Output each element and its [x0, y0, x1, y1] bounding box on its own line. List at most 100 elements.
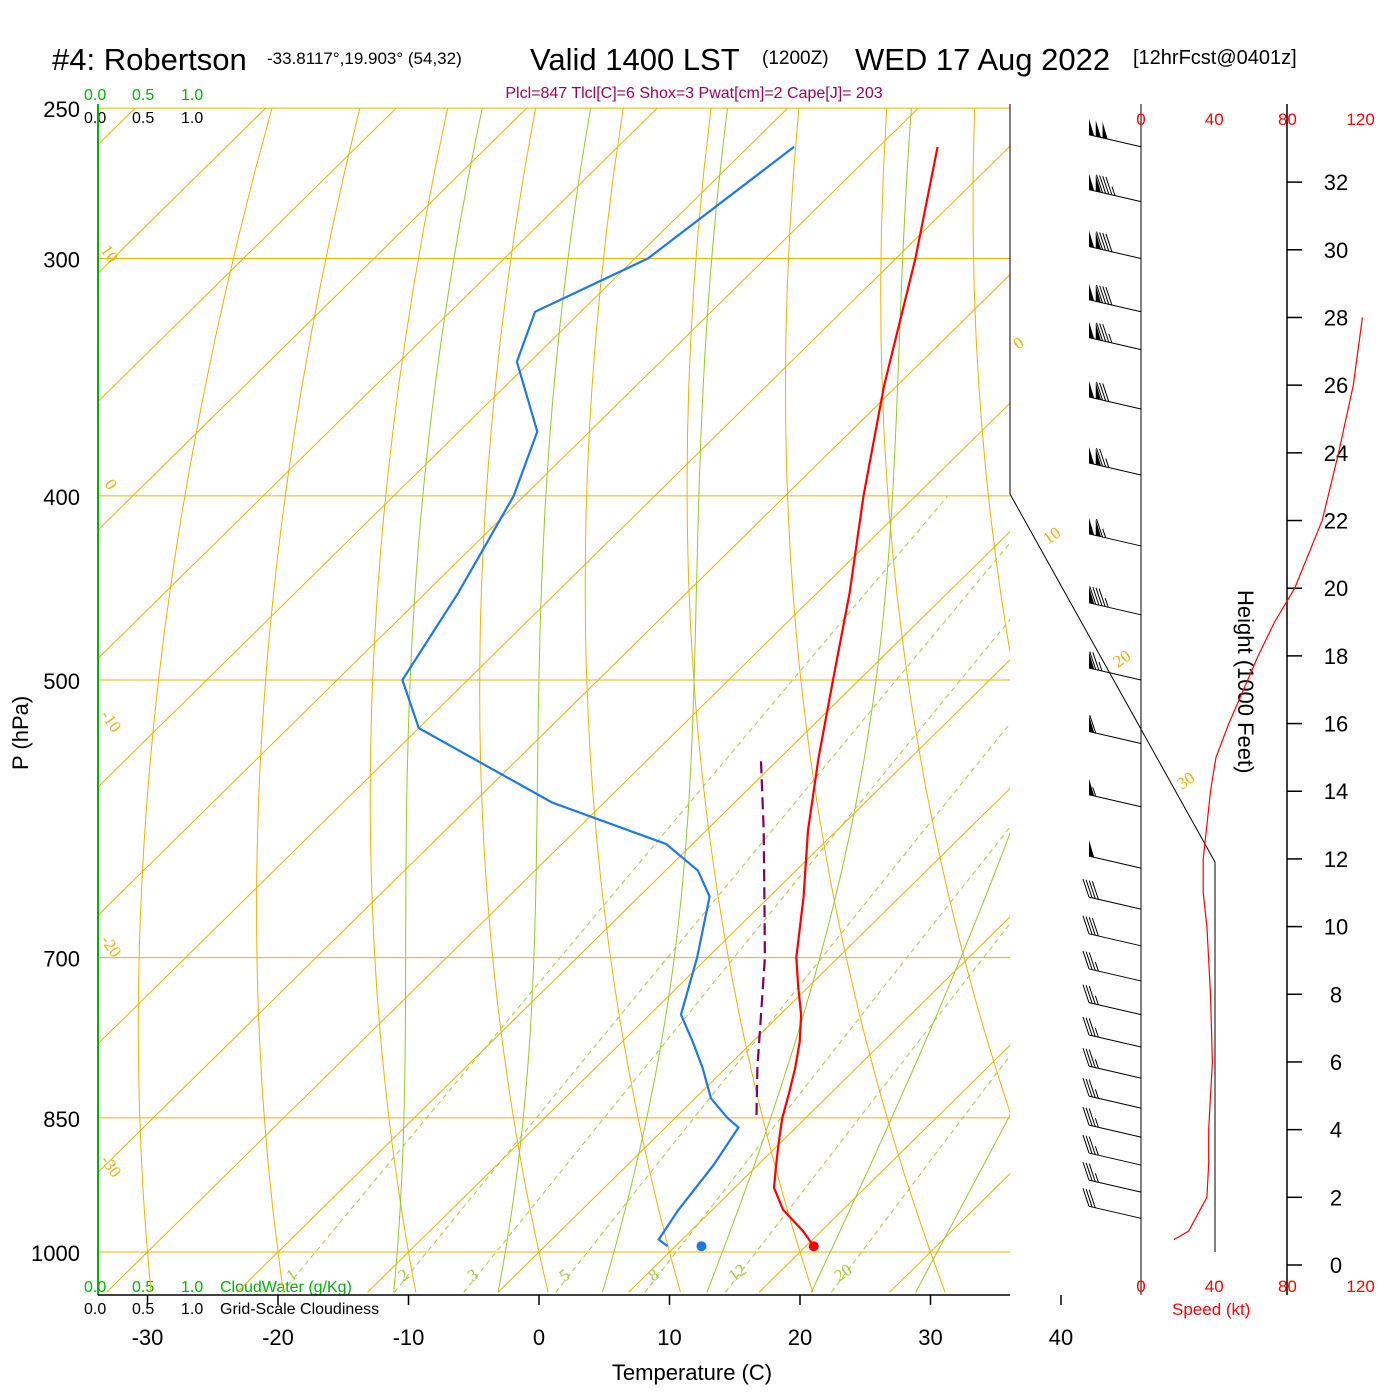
height-tick-label: 0: [1330, 1253, 1342, 1278]
wind-barb-pennant: [1095, 285, 1101, 303]
wind-barb: [1088, 380, 1142, 410]
wind-barb-pennant: [1102, 121, 1108, 140]
isotherm-line: [98, 107, 789, 788]
height-tick-label: 22: [1324, 509, 1348, 534]
wind-speed-line: [1173, 317, 1363, 1241]
sounding-indices: Plcl=847 Tlcl[C]=6 Shox=3 Pwat[cm]=2 Cap…: [505, 85, 882, 102]
cloud-scale-bottom-black-1: 0.5: [132, 1301, 154, 1318]
cloud-scale-top-black-2: 1.0: [181, 110, 203, 127]
wind-barb-flag: [1088, 1108, 1096, 1127]
height-tick-label: 16: [1324, 712, 1348, 737]
wind-barb-flag: [1089, 586, 1097, 605]
wind-barb-flag: [1099, 285, 1107, 304]
utc-time: (1200Z): [762, 48, 829, 69]
wind-barb-flag: [1085, 1188, 1093, 1208]
dewpoint-profile: [401, 145, 795, 1248]
wind-barb-staff: [1088, 1034, 1142, 1048]
y-axis-label: P (hPa): [8, 696, 33, 770]
isotherm-line: [628, 916, 1010, 1293]
wind-barb-flag: [1096, 518, 1103, 538]
speed-tick-label-top: 40: [1205, 110, 1224, 129]
wind-barb-flag: [1088, 1049, 1096, 1068]
pressure-tick-label: 850: [43, 1107, 80, 1132]
wind-barb-flag: [1099, 323, 1107, 342]
wind-barb-flag: [1105, 286, 1113, 306]
wind-barb-flag: [1082, 1188, 1090, 1207]
isotherm-line: [236, 530, 1010, 1293]
wind-barb-staff: [1088, 731, 1142, 745]
wind-barb-flag: [1105, 233, 1113, 252]
dry-adiabat: [686, 108, 814, 1293]
wind-barb-pennant: [1089, 173, 1095, 191]
temperature-axis: -30 -20 -10 0 10 20 30 40: [132, 1295, 1073, 1350]
wind-barb-flag: [1089, 651, 1097, 670]
wind-barb-flag: [1082, 915, 1090, 934]
wind-barb-half-flag: [1094, 1027, 1099, 1038]
cloud-scale-top-green-0: 0.0: [84, 87, 106, 104]
chart-title: #4: Robertson -33.8117°,19.903° (54,32) …: [52, 42, 1297, 77]
wind-barb-half-flag: [1094, 1146, 1099, 1156]
wind-barb-half-flag: [1104, 598, 1109, 608]
wind-barb-half-flag: [1105, 458, 1110, 468]
wind-barb-flag: [1082, 950, 1090, 970]
dry-adiabat: [479, 108, 549, 1293]
height-tick-label: 18: [1324, 644, 1348, 669]
surface-dewpoint-dot: [696, 1241, 707, 1252]
cloud-scale-top-green-1: 0.5: [132, 87, 154, 104]
wind-barb-pennant: [1089, 230, 1095, 248]
wind-barb-pennant: [1089, 321, 1095, 339]
wind-barb: [1082, 878, 1142, 910]
wind-barb-flag: [1085, 1078, 1093, 1098]
mixing-ratio-line: [393, 542, 1010, 1293]
wind-barb-half-flag: [1094, 1118, 1099, 1128]
wind-barb-staff: [1088, 794, 1142, 808]
cloud-scale-top-green-2: 1.0: [181, 87, 203, 104]
height-tick-label: 6: [1330, 1050, 1342, 1075]
surface-temperature-dot: [808, 1241, 819, 1252]
speed-tick-label-bottom: 40: [1205, 1277, 1224, 1296]
mixing-ratio-line: [281, 495, 949, 1293]
wind-barb-flag: [1102, 176, 1110, 195]
height-axis-label: Height (1000 Feet): [1233, 590, 1258, 773]
isotherm-line: [106, 402, 1010, 1293]
wind-barb-pennant: [1089, 715, 1095, 733]
wind-barb-staff: [1088, 602, 1142, 616]
wind-barb-half-flag: [1111, 186, 1116, 196]
dry-adiabat: [1150, 108, 1400, 1292]
wind-barb-flag: [1085, 879, 1093, 899]
isotherm-line: [98, 145, 1010, 1045]
x-axis-label: Temperature (C): [612, 1360, 772, 1385]
wind-barb: [1082, 915, 1142, 947]
wind-barb-staff: [1088, 134, 1142, 148]
isotherm-line: [1151, 108, 1400, 1292]
height-tick-label: 20: [1324, 576, 1348, 601]
speed-axis-label: Speed (kt): [1172, 1300, 1250, 1319]
wind-barb-flag: [1088, 1018, 1096, 1037]
wind-barb-half-flag: [1094, 1173, 1099, 1183]
wind-barb-flag: [1105, 176, 1113, 196]
wind-barb-flag: [1099, 382, 1107, 401]
wind-barb: [1088, 230, 1142, 260]
wind-barb-pennant: [1095, 382, 1101, 400]
wind-barb: [1088, 714, 1142, 745]
pressure-axis: 250 300 400 500 700 850 1000: [31, 97, 80, 1266]
wind-barb-staff: [1088, 1124, 1142, 1138]
wind-barb-flag: [1085, 1135, 1093, 1154]
wind-barb-flag: [1085, 1162, 1093, 1181]
speed-tick-label-bottom: 120: [1346, 1277, 1374, 1296]
mixing-ratio-line: [555, 722, 1010, 1293]
wind-barb-staff: [1088, 1179, 1142, 1193]
wind-barb-flag: [1102, 383, 1110, 402]
wind-barb: [1082, 1106, 1142, 1138]
wind-barb-flag: [1102, 323, 1110, 343]
wind-barb-flag: [1099, 175, 1107, 194]
height-tick-label: 10: [1324, 915, 1348, 940]
wind-barb-flag: [1085, 985, 1093, 1004]
wind-barb: [1082, 984, 1142, 1016]
temperature-tick-label: -30: [132, 1325, 164, 1350]
isotherm-label: 0: [1009, 333, 1027, 353]
isotherm-line: [0, 108, 5, 1292]
wind-barb-staff: [1088, 337, 1142, 351]
wind-barb: [1082, 950, 1142, 982]
